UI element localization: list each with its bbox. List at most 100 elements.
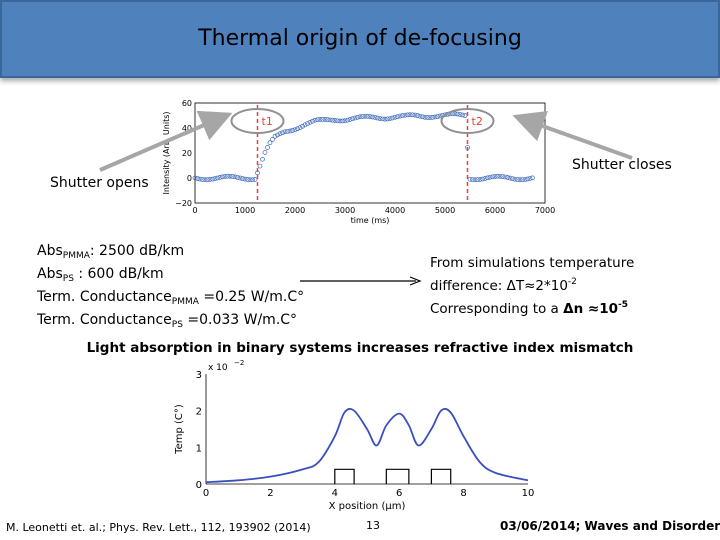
data-point bbox=[237, 175, 243, 181]
data-point bbox=[362, 113, 368, 119]
x-axis-label: time (ms) bbox=[351, 216, 390, 225]
data-point bbox=[307, 120, 313, 125]
data-point bbox=[300, 123, 305, 129]
data-point bbox=[415, 113, 420, 118]
data-point bbox=[295, 126, 300, 132]
shutter-opens-arrow bbox=[99, 110, 233, 172]
data-point bbox=[320, 116, 325, 122]
y-axis-label: Temp (C°) bbox=[174, 404, 185, 455]
x-tick-label: 5000 bbox=[435, 206, 455, 215]
data-point bbox=[267, 140, 273, 146]
data-point bbox=[265, 145, 270, 150]
x-tick-label: 1000 bbox=[235, 206, 255, 215]
footer-date: 03/06/2014; Waves and Disorder bbox=[500, 519, 720, 533]
data-point bbox=[392, 114, 398, 120]
data-point bbox=[227, 173, 233, 179]
x-tick-label: 4 bbox=[332, 488, 338, 499]
title-bar bbox=[0, 0, 720, 78]
data-point bbox=[327, 117, 333, 123]
data-point bbox=[350, 116, 355, 122]
data-point bbox=[277, 131, 283, 137]
data-point bbox=[257, 163, 263, 169]
data-point bbox=[520, 177, 525, 183]
slide-title: Thermal origin of de-focusing bbox=[198, 26, 522, 51]
data-point bbox=[207, 177, 213, 182]
abs-pmma-line: AbsPMMA: 2500 dB/km bbox=[37, 243, 185, 261]
conductance-ps-line: Term. ConductancePS =0.033 W/m.C° bbox=[37, 312, 298, 330]
data-point bbox=[467, 176, 473, 182]
x-tick-label: 0 bbox=[203, 488, 209, 499]
data-point bbox=[422, 114, 428, 120]
data-point bbox=[297, 125, 303, 130]
shutter-closes-arrow bbox=[512, 111, 633, 160]
simulation-block: From simulations temperature difference:… bbox=[430, 254, 634, 319]
data-point bbox=[242, 176, 248, 182]
data-point bbox=[212, 176, 218, 181]
marker-ellipse bbox=[440, 108, 495, 134]
data-point bbox=[472, 177, 478, 183]
data-point bbox=[412, 112, 418, 118]
data-point bbox=[367, 114, 373, 119]
data-point bbox=[377, 116, 383, 121]
material-block bbox=[385, 468, 410, 484]
conductance-pmma-line: Term. ConductancePMMA =0.25 W/m.C° bbox=[37, 289, 305, 307]
data-point bbox=[232, 174, 238, 180]
y-tick-label: 0 bbox=[196, 480, 202, 491]
material-block bbox=[334, 468, 355, 484]
data-point bbox=[355, 114, 360, 120]
data-point bbox=[372, 115, 378, 120]
data-point bbox=[292, 127, 298, 133]
data-point bbox=[270, 137, 275, 142]
y-tick-label: 1 bbox=[196, 443, 202, 454]
temperature-chart: 0 2 4 6 8 10 0 1 2 3 x 10 −2 X position (μm) Temp (C°… bbox=[174, 359, 534, 512]
data-point bbox=[432, 114, 438, 120]
data-point bbox=[527, 176, 533, 181]
data-point bbox=[475, 177, 480, 183]
data-point bbox=[525, 176, 530, 182]
data-point bbox=[305, 121, 310, 126]
y-tick-label: 2 bbox=[196, 407, 202, 418]
absorption-block: AbsPMMA: 2500 dB/km AbsPS : 600 dB/km Te… bbox=[37, 242, 304, 334]
y-tick-label: 40 bbox=[182, 124, 192, 133]
data-point bbox=[407, 112, 413, 118]
data-point bbox=[345, 117, 350, 123]
data-point bbox=[217, 175, 223, 180]
marker-label: t2 bbox=[472, 115, 483, 128]
x-tick-label: 7000 bbox=[535, 206, 555, 215]
x-tick-label: 3000 bbox=[335, 206, 355, 215]
data-point bbox=[460, 112, 465, 118]
data-point bbox=[390, 115, 395, 121]
data-point bbox=[505, 175, 510, 180]
intensity-chart: 0 1000 2000 3000 4000 5000 6000 7000−200204060t… bbox=[162, 99, 555, 225]
data-point bbox=[202, 177, 208, 183]
data-point bbox=[490, 174, 495, 180]
x-tick-label: 2 bbox=[267, 488, 273, 499]
data-point bbox=[337, 118, 343, 124]
data-point bbox=[245, 177, 250, 182]
data-point bbox=[517, 177, 523, 183]
data-point bbox=[302, 122, 308, 128]
data-point bbox=[287, 128, 293, 134]
data-point bbox=[360, 114, 365, 119]
y-tick-label: −20 bbox=[175, 199, 192, 208]
data-point bbox=[410, 112, 415, 118]
data-point bbox=[522, 177, 528, 182]
data-point bbox=[225, 173, 230, 179]
connector-arrow bbox=[300, 276, 422, 286]
data-point bbox=[280, 130, 285, 136]
data-point bbox=[332, 118, 338, 123]
data-point bbox=[260, 156, 265, 162]
data-point bbox=[420, 114, 425, 120]
data-point bbox=[317, 117, 323, 122]
data-point bbox=[222, 174, 228, 179]
data-point bbox=[417, 113, 423, 119]
data-point bbox=[457, 112, 463, 117]
data-point bbox=[455, 111, 460, 117]
data-point bbox=[512, 176, 518, 182]
data-point bbox=[195, 176, 200, 181]
data-point bbox=[387, 116, 393, 121]
simulation-line2: difference: ΔT≈2*10-2 bbox=[430, 277, 577, 294]
data-point bbox=[250, 177, 255, 183]
data-point bbox=[215, 175, 220, 181]
